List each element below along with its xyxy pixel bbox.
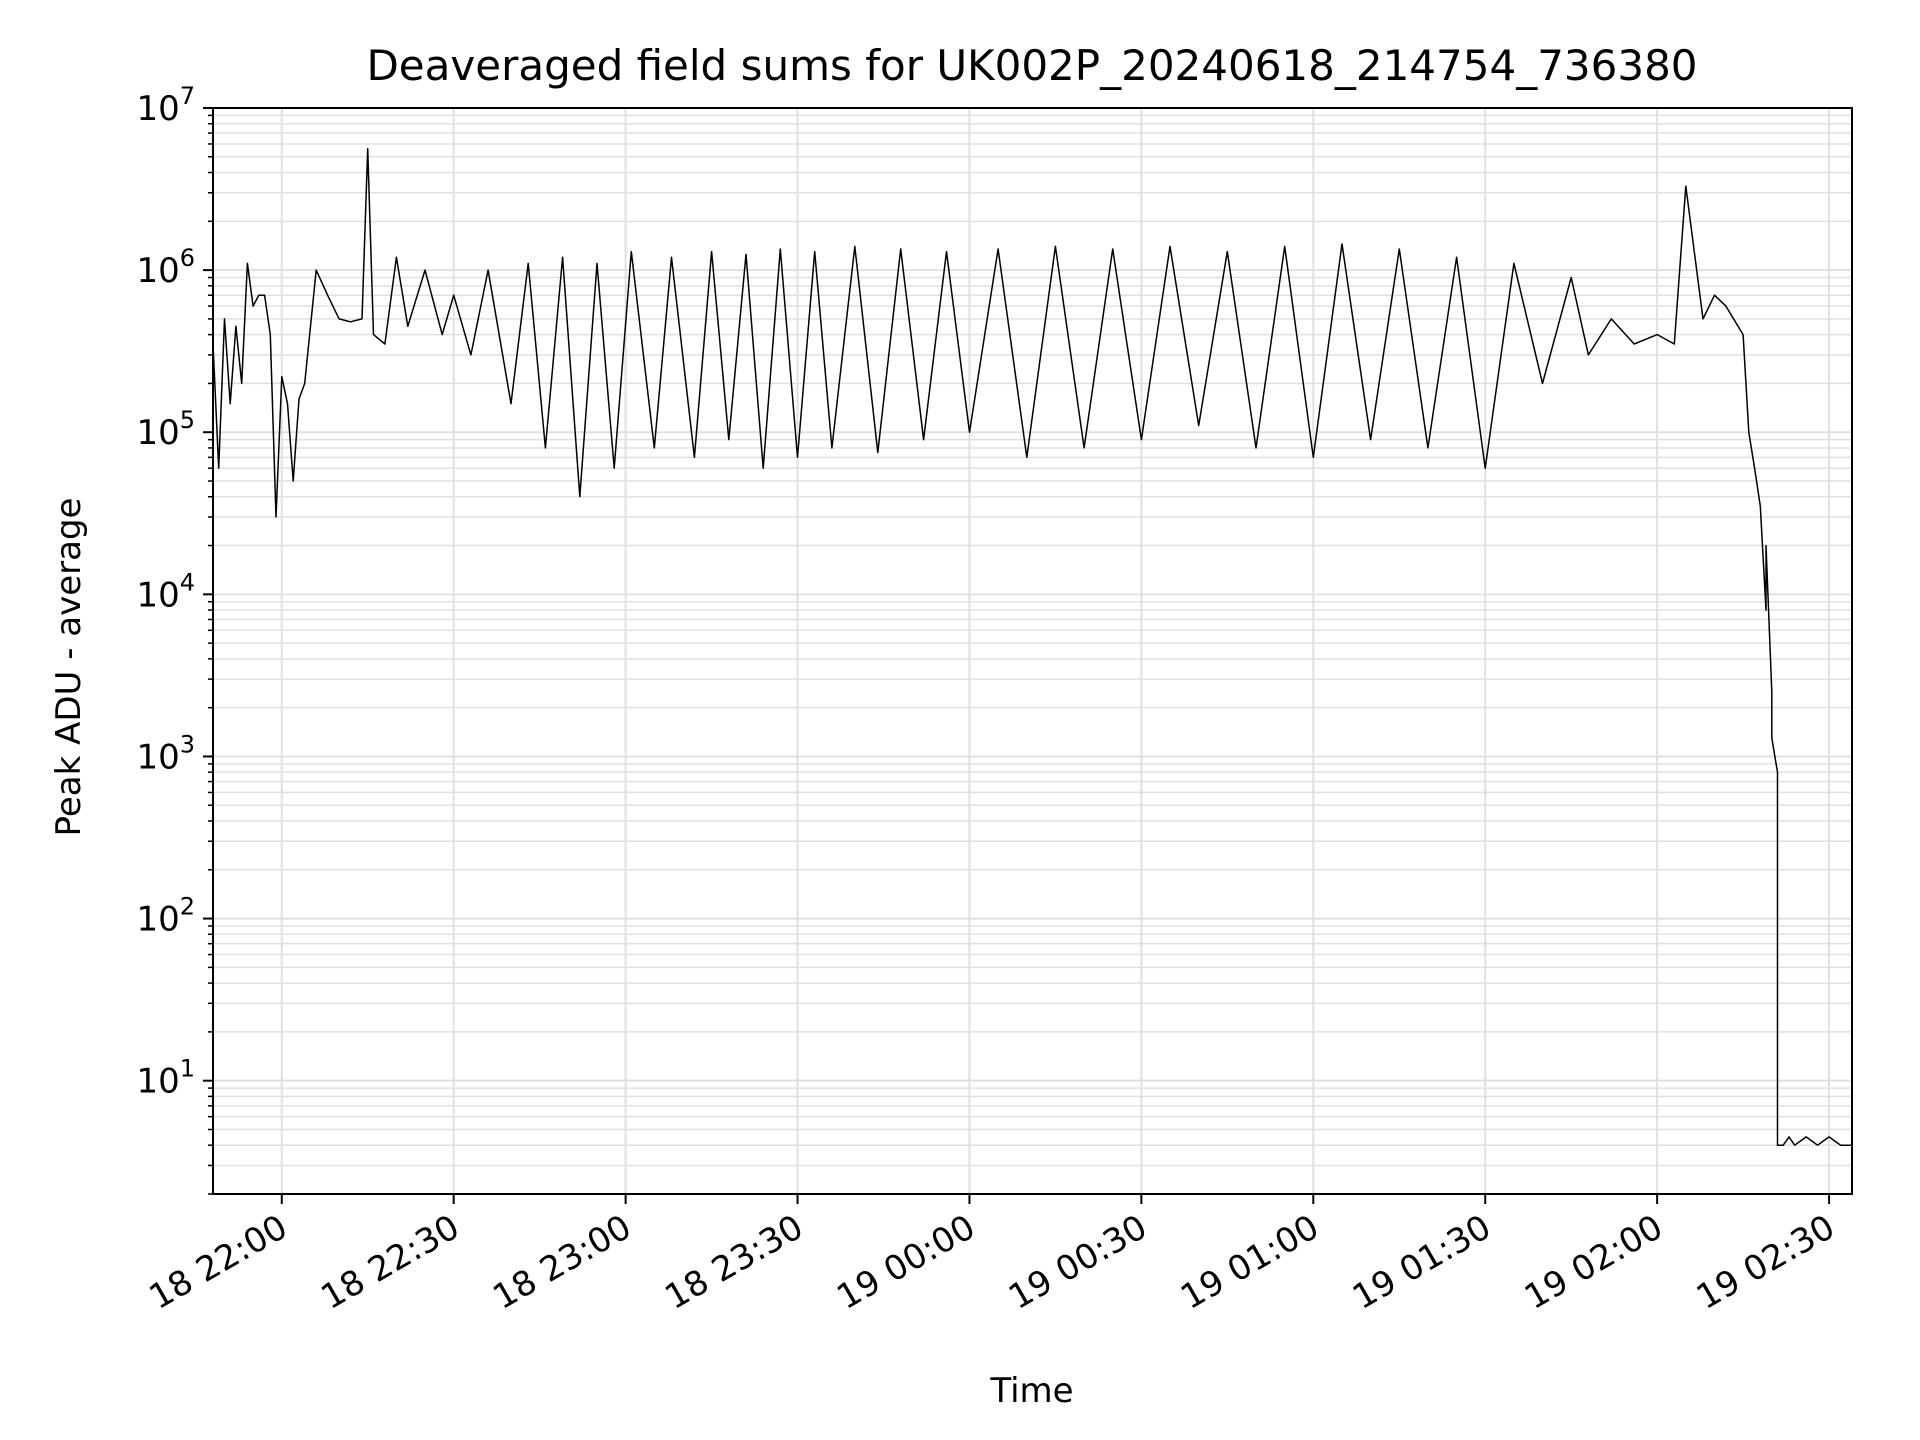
y-tick-exponent: 6 bbox=[180, 244, 195, 272]
chart-title: Deaveraged field sums for UK002P_2024061… bbox=[366, 41, 1697, 90]
y-tick-exponent: 5 bbox=[180, 406, 195, 434]
y-tick-base: 10 bbox=[136, 737, 179, 777]
series-layer bbox=[212, 148, 1852, 1146]
y-tick-base: 10 bbox=[136, 251, 179, 291]
y-tick-label: 105 bbox=[136, 406, 195, 453]
y-tick-exponent: 4 bbox=[180, 568, 195, 596]
y-axis-label: Peak ADU - average bbox=[49, 498, 89, 837]
y-tick-base: 10 bbox=[136, 89, 179, 129]
plot-area-frame bbox=[212, 107, 1853, 1195]
y-tick-label: 102 bbox=[136, 893, 195, 940]
y-tick-exponent: 3 bbox=[180, 730, 195, 758]
y-tick-label: 104 bbox=[136, 568, 195, 615]
y-tick-base: 10 bbox=[136, 413, 179, 453]
y-tick-base: 10 bbox=[136, 1062, 179, 1102]
y-tick-exponent: 2 bbox=[180, 893, 195, 921]
series-line bbox=[212, 148, 1852, 1146]
y-tick-exponent: 7 bbox=[180, 82, 195, 110]
y-tick-base: 10 bbox=[136, 575, 179, 615]
y-tick-label: 101 bbox=[136, 1055, 195, 1102]
y-tick-exponent: 1 bbox=[180, 1055, 195, 1083]
y-tick-label: 106 bbox=[136, 244, 195, 291]
x-axis-label: Time bbox=[989, 1371, 1073, 1411]
y-tick-base: 10 bbox=[136, 900, 179, 940]
y-tick-label: 103 bbox=[136, 730, 195, 777]
tick-marks bbox=[203, 107, 1831, 1204]
grid bbox=[213, 107, 1852, 1195]
y-tick-label: 107 bbox=[136, 82, 195, 129]
